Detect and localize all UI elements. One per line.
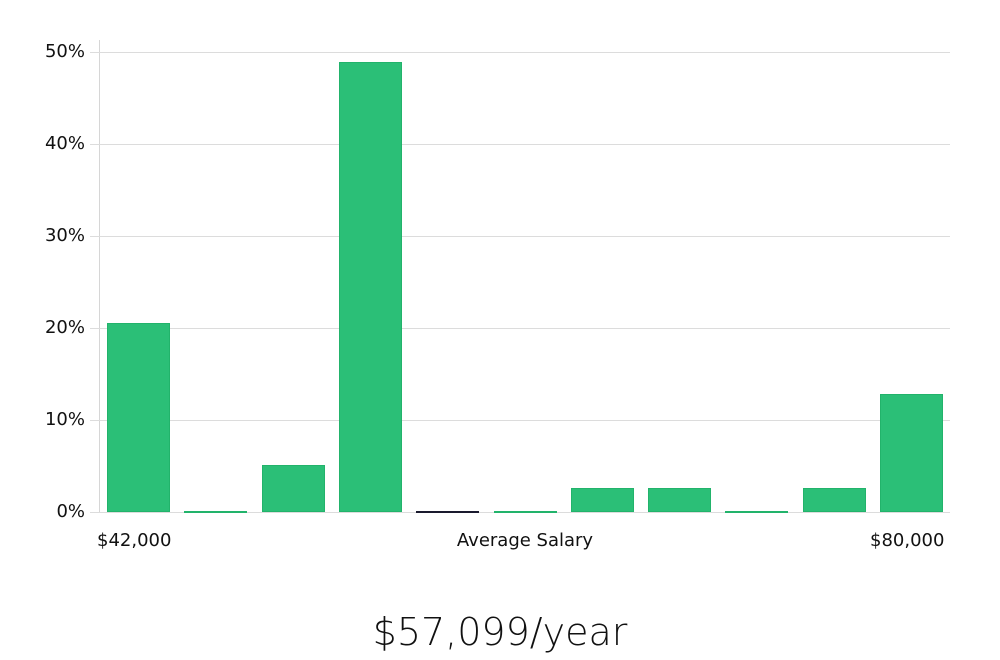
bar [184,510,248,513]
y-axis-line [99,40,100,512]
x-axis-title: Average Salary [456,530,594,551]
gridline [100,52,950,53]
y-tick [90,52,100,53]
gridline [100,420,950,421]
x-max-label: $80,000 [870,530,945,551]
gridline [100,512,950,513]
bar [107,323,170,512]
y-tick [90,236,100,237]
y-tick [90,420,100,421]
bar [725,510,789,513]
y-tick [90,512,100,513]
gridline [100,236,950,237]
y-tick-label: 40% [44,133,85,154]
bar [493,510,557,513]
bar [880,394,943,512]
gridline [100,144,950,145]
y-tick-label: 50% [44,41,85,62]
average-salary: $57,099/year [372,610,628,654]
y-tick-label: 20% [44,317,85,338]
bar [416,510,480,513]
y-tick-label: 0% [56,501,85,522]
bar [261,465,325,512]
bar [802,488,866,512]
bar [338,62,402,512]
y-tick-label: 10% [44,409,85,430]
gridline [100,328,950,329]
bar [648,488,712,512]
y-tick [90,328,100,329]
y-tick-label: 30% [44,225,85,246]
y-tick [90,144,100,145]
bar [570,488,634,512]
x-min-label: $42,000 [97,530,172,551]
